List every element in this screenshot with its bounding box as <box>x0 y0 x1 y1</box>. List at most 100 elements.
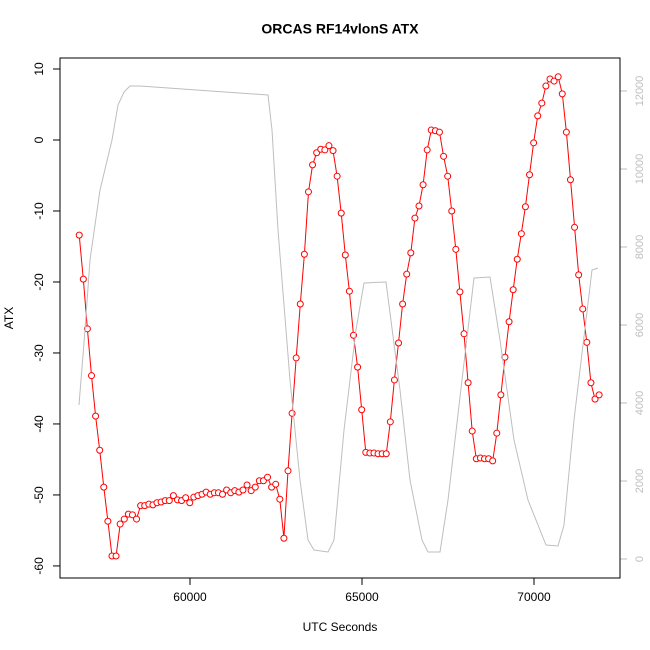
data-point <box>186 499 194 507</box>
data-point <box>530 139 538 147</box>
data-point <box>566 176 574 184</box>
data-point <box>407 249 415 257</box>
data-point <box>329 147 337 155</box>
data-point <box>448 207 456 215</box>
data-point <box>300 250 308 258</box>
data-point <box>513 255 521 263</box>
data-point <box>112 552 120 560</box>
data-point <box>591 395 599 403</box>
data-point <box>333 172 341 180</box>
data-point <box>517 230 525 238</box>
data-point <box>321 146 329 154</box>
y-tick-label: -40 <box>32 415 46 433</box>
y-tick-label: 10 <box>32 62 46 76</box>
data-point <box>464 379 472 387</box>
data-point <box>337 209 345 217</box>
data-point <box>88 372 96 380</box>
data-point <box>460 330 468 338</box>
data-point <box>444 172 452 180</box>
data-point <box>128 511 136 519</box>
y-tick-label: -10 <box>32 202 46 220</box>
x-tick-label: 60000 <box>173 590 207 604</box>
data-point <box>419 181 427 189</box>
y-tick-label: -50 <box>32 486 46 504</box>
y2-tick-label: 4000 <box>634 391 646 415</box>
data-point <box>309 161 317 169</box>
x-tick-label: 65000 <box>345 590 379 604</box>
y-tick-label: -60 <box>32 557 46 575</box>
data-point <box>239 486 247 494</box>
data-point <box>468 427 476 435</box>
plot-area: 60000 65000 70000-60-50-40-30-20-100100200… <box>32 62 646 604</box>
data-line <box>78 85 599 553</box>
data-point <box>75 231 83 239</box>
data-point <box>493 429 501 437</box>
data-point <box>575 271 583 279</box>
data-point <box>345 287 353 295</box>
data-point <box>386 418 394 426</box>
data-point <box>354 363 362 371</box>
data-point <box>79 275 87 283</box>
data-point <box>571 223 579 231</box>
y2-tick-label: 2000 <box>634 469 646 493</box>
chart-title: ORCAS RF14vlonS ATX <box>261 21 419 37</box>
data-point <box>100 483 108 491</box>
data-point <box>358 406 366 414</box>
data-point <box>165 497 173 505</box>
data-point <box>284 467 292 475</box>
y2-tick-label: 0 <box>634 556 646 562</box>
data-point <box>169 492 177 500</box>
data-point <box>272 480 280 488</box>
data-point <box>595 391 603 399</box>
data-point <box>538 99 546 107</box>
y-tick-label: -20 <box>32 273 46 291</box>
data-point <box>243 481 251 489</box>
data-point <box>341 251 349 259</box>
data-point <box>390 376 398 384</box>
data-point <box>182 494 190 502</box>
data-point <box>435 128 443 136</box>
data-point <box>280 534 288 542</box>
data-point <box>415 202 423 210</box>
data-point <box>542 82 550 90</box>
data-point <box>550 77 558 85</box>
y2-tick-label: 8000 <box>634 235 646 259</box>
data-point <box>509 286 517 294</box>
data-point <box>296 300 304 308</box>
data-point <box>219 490 227 498</box>
data-point <box>534 112 542 120</box>
y-tick-label: 0 <box>32 136 46 143</box>
data-point <box>440 152 448 160</box>
data-point <box>423 146 431 154</box>
data-point <box>288 409 296 417</box>
y2-tick-label: 10000 <box>634 154 646 185</box>
y2-tick-label: 12000 <box>634 76 646 107</box>
data-point <box>325 142 333 150</box>
y2-tick-label: 6000 <box>634 313 646 337</box>
data-point <box>587 379 595 387</box>
y-axis-label: ATX <box>2 307 16 329</box>
data-point <box>497 391 505 399</box>
data-point <box>133 515 141 523</box>
data-point <box>583 338 591 346</box>
data-point <box>292 354 300 362</box>
data-point <box>452 245 460 253</box>
data-point <box>403 270 411 278</box>
data-point <box>83 325 91 333</box>
data-point <box>104 517 112 525</box>
data-point <box>505 318 513 326</box>
data-point <box>304 188 312 196</box>
data-point <box>120 515 128 523</box>
data-point <box>558 90 566 98</box>
data-point <box>521 203 529 211</box>
data-point <box>264 473 272 481</box>
data-point <box>456 288 464 296</box>
data-point <box>96 446 104 454</box>
plot-frame <box>59 57 621 579</box>
data-point <box>251 483 259 491</box>
data-point <box>116 520 124 528</box>
data-point <box>411 214 419 222</box>
